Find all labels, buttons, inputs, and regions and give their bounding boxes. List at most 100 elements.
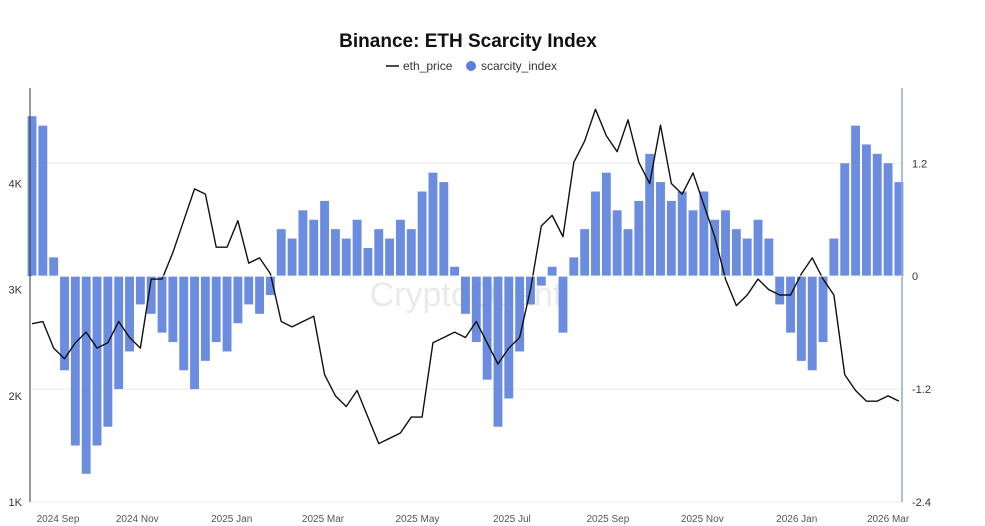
legend-item-scarcity-index[interactable]: scarcity_index xyxy=(466,59,557,73)
chart-title: Binance: ETH Scarcity Index xyxy=(339,31,597,52)
scarcity-bar xyxy=(731,229,741,277)
x-tick-label: 2025 Nov xyxy=(681,514,724,525)
scarcity-bar xyxy=(395,219,405,277)
scarcity-bar xyxy=(309,219,319,277)
scarcity-bar xyxy=(547,266,557,277)
scarcity-bar xyxy=(775,276,785,305)
scarcity-bar xyxy=(742,238,752,277)
scarcity-bar xyxy=(341,238,351,277)
scarcity-bar xyxy=(796,276,806,361)
x-tick-label: 2026 Mar xyxy=(867,514,910,525)
scarcity-bar xyxy=(320,200,330,277)
scarcity-bar xyxy=(612,210,622,277)
scarcity-bar xyxy=(601,172,611,277)
scarcity-bar xyxy=(27,116,37,277)
y-left-tick-label: 1K xyxy=(9,497,23,509)
scarcity-bar xyxy=(157,276,167,333)
scarcity-bar xyxy=(287,238,297,277)
y-right-tick-label: -1.2 xyxy=(912,384,931,396)
gridlines xyxy=(32,162,902,503)
y-right-tick-label: 0 xyxy=(912,271,918,283)
scarcity-bar xyxy=(385,238,395,277)
scarcity-bar xyxy=(504,276,514,399)
x-tick-label: 2024 Sep xyxy=(37,514,80,525)
scarcity-bar xyxy=(103,276,113,427)
scarcity-bar xyxy=(374,229,384,277)
scarcity-bar xyxy=(721,210,730,277)
scarcity-bar xyxy=(515,276,525,352)
scarcity-bar xyxy=(569,257,579,277)
scarcity-bar xyxy=(786,276,795,333)
scarcity-bar xyxy=(265,276,275,295)
scarcity-bar xyxy=(623,229,633,277)
scarcity-bar xyxy=(211,276,221,343)
scarcity-bar xyxy=(92,276,102,446)
x-tick-label: 2024 Nov xyxy=(116,514,159,525)
scarcity-bar xyxy=(439,182,449,277)
scarcity-bar xyxy=(645,153,655,277)
scarcity-bar xyxy=(330,229,340,277)
x-tick-label: 2025 Jul xyxy=(493,514,531,525)
x-tick-label: 2025 Jan xyxy=(211,514,252,525)
legend-item-eth-price[interactable]: eth_price xyxy=(386,59,453,73)
scarcity-bar xyxy=(634,200,644,277)
scarcity-bar xyxy=(482,276,492,380)
y-left-tick-label: 2K xyxy=(9,391,23,403)
scarcity-bar xyxy=(146,276,156,314)
x-tick-label: 2026 Jan xyxy=(776,514,817,525)
scarcity-bar xyxy=(807,276,817,371)
eth-price-line xyxy=(31,108,900,445)
scarcity-bar xyxy=(688,210,698,277)
legend-label-eth-price: eth_price xyxy=(403,59,453,73)
scarcity-bar xyxy=(60,276,69,371)
scarcity-bar xyxy=(298,210,308,277)
scarcity-bar xyxy=(493,276,503,427)
scarcity-bar xyxy=(699,191,709,277)
x-axis-ticks: 2024 Sep 2024 Nov 2025 Jan 2025 Mar 2025 May… xyxy=(37,514,910,525)
scarcity-bar xyxy=(580,229,590,277)
scarcity-bar xyxy=(200,276,210,361)
scarcity-bar xyxy=(591,191,600,277)
legend-dot-marker xyxy=(466,61,476,71)
scarcity-bar xyxy=(894,182,904,277)
scarcity-bar xyxy=(558,276,568,333)
scarcity-bar xyxy=(352,219,362,277)
scarcity-bar xyxy=(190,276,199,390)
scarcity-bar xyxy=(656,182,665,277)
scarcity-bar xyxy=(536,276,546,286)
scarcity-bar xyxy=(222,276,232,352)
x-tick-label: 2025 Mar xyxy=(302,514,345,525)
scarcity-bar xyxy=(135,276,145,305)
y-axis-right-ticks: 1.2 0 -1.2 -2.4 xyxy=(912,158,931,509)
scarcity-bar xyxy=(829,238,839,277)
scarcity-bar xyxy=(255,276,265,314)
scarcity-bar xyxy=(233,276,243,324)
scarcity-bar xyxy=(428,172,438,277)
scarcity-bar xyxy=(753,219,763,277)
scarcity-bar xyxy=(851,125,861,277)
scarcity-bar xyxy=(70,276,80,446)
scarcity-bar xyxy=(677,191,687,277)
scarcity-bar xyxy=(883,163,893,277)
scarcity-bar xyxy=(872,153,882,277)
y-right-tick-label: -2.4 xyxy=(912,497,931,509)
y-axis-left-ticks: 1K 2K 3K 4K xyxy=(9,179,23,509)
scarcity-bar xyxy=(49,257,59,277)
scarcity-bar xyxy=(450,266,460,277)
scarcity-bar xyxy=(840,163,850,277)
scarcity-bar xyxy=(710,219,720,277)
y-right-tick-label: 1.2 xyxy=(912,158,927,170)
scarcity-bar xyxy=(38,125,48,277)
scarcity-bar xyxy=(179,276,189,371)
scarcity-bar xyxy=(471,276,481,343)
scarcity-bar xyxy=(764,238,774,277)
legend: eth_price scarcity_index xyxy=(386,59,557,73)
scarcity-bar xyxy=(276,229,286,277)
scarcity-bar xyxy=(363,247,373,277)
scarcity-bar xyxy=(406,229,416,277)
scarcity-bar xyxy=(168,276,178,343)
x-tick-label: 2025 May xyxy=(395,514,439,525)
scarcity-bar xyxy=(666,200,676,277)
legend-label-scarcity-index: scarcity_index xyxy=(481,59,557,73)
